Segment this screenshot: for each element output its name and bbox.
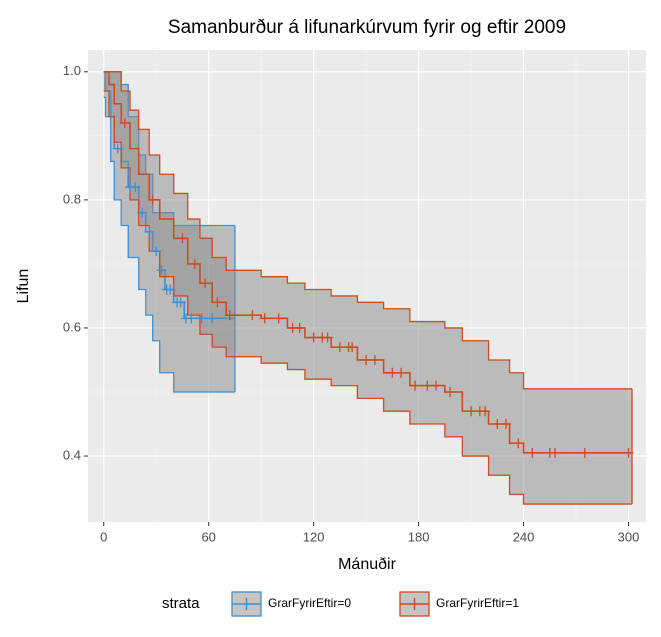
censor-mark (189, 258, 200, 269)
censor-mark (322, 332, 333, 343)
censor-mark (480, 406, 491, 417)
censor-mark (119, 118, 130, 129)
x-tick-label: 240 (513, 529, 535, 544)
survival-curve (103, 70, 633, 454)
y-tick-label: 0.4 (63, 447, 81, 462)
censor-mark (334, 342, 345, 353)
censor-mark (196, 313, 207, 324)
censor-mark (466, 406, 477, 417)
censor-mark (361, 354, 372, 365)
censor-mark (623, 447, 634, 458)
x-tick-label: 120 (303, 529, 325, 544)
censor-mark (112, 143, 123, 154)
censor-mark (177, 233, 188, 244)
x-axis-label: Mánuðir (338, 556, 396, 573)
censor-mark (156, 265, 167, 276)
censor-mark (151, 246, 162, 257)
censor-mark (445, 386, 456, 397)
legend: GrarFyrirEftir=0 GrarFyrirEftir=1 (231, 591, 519, 617)
censor-mark (294, 322, 305, 333)
censor-mark (144, 226, 155, 237)
censor-mark (224, 310, 235, 321)
censor-mark (501, 419, 512, 430)
censor-mark (147, 194, 158, 205)
censor-mark (492, 419, 503, 430)
censor-mark (137, 207, 148, 218)
censor-mark (422, 380, 433, 391)
legend-label: GrarFyrirEftir=0 (268, 596, 351, 610)
confidence-band (103, 71, 633, 505)
x-tick-label: 180 (408, 529, 430, 544)
censor-mark (259, 313, 270, 324)
chart-title: Samanburður á lifunarkúrvum fyrir og eft… (168, 17, 566, 38)
legend-title: strata (162, 595, 200, 612)
censor-mark (212, 297, 223, 308)
censor-mark (175, 297, 186, 308)
censor-mark (207, 313, 218, 324)
censor-mark (186, 313, 197, 324)
censor-mark (200, 278, 211, 289)
censor-mark (431, 380, 442, 391)
censor-mark (247, 310, 258, 321)
censor-mark (579, 447, 590, 458)
y-tick-label: 1.0 (63, 63, 81, 78)
censor-mark (396, 367, 407, 378)
censor-mark (369, 354, 380, 365)
y-tick-label: 0.6 (63, 319, 81, 334)
plot-area (103, 70, 634, 505)
x-tick-label: 60 (201, 529, 215, 544)
legend-label: GrarFyrirEftir=1 (436, 596, 519, 610)
x-tick-label: 300 (618, 529, 640, 544)
censor-mark (165, 284, 176, 295)
censor-mark (273, 313, 284, 324)
censor-mark (513, 438, 524, 449)
band-edge (103, 96, 235, 393)
legend-key-line (232, 598, 261, 610)
censor-mark (387, 367, 398, 378)
censor-mark (550, 447, 561, 458)
y-axis-label: Lifun (15, 269, 32, 304)
y-tick-label: 0.8 (63, 191, 81, 206)
band-edge (103, 71, 633, 390)
censor-mark (308, 332, 319, 343)
censor-mark (347, 342, 358, 353)
censor-mark (410, 380, 421, 391)
legend-key-line (400, 598, 429, 610)
band-edge (103, 90, 633, 505)
x-tick-label: 0 (100, 529, 107, 544)
censor-mark (527, 447, 538, 458)
censor-mark (130, 182, 141, 193)
